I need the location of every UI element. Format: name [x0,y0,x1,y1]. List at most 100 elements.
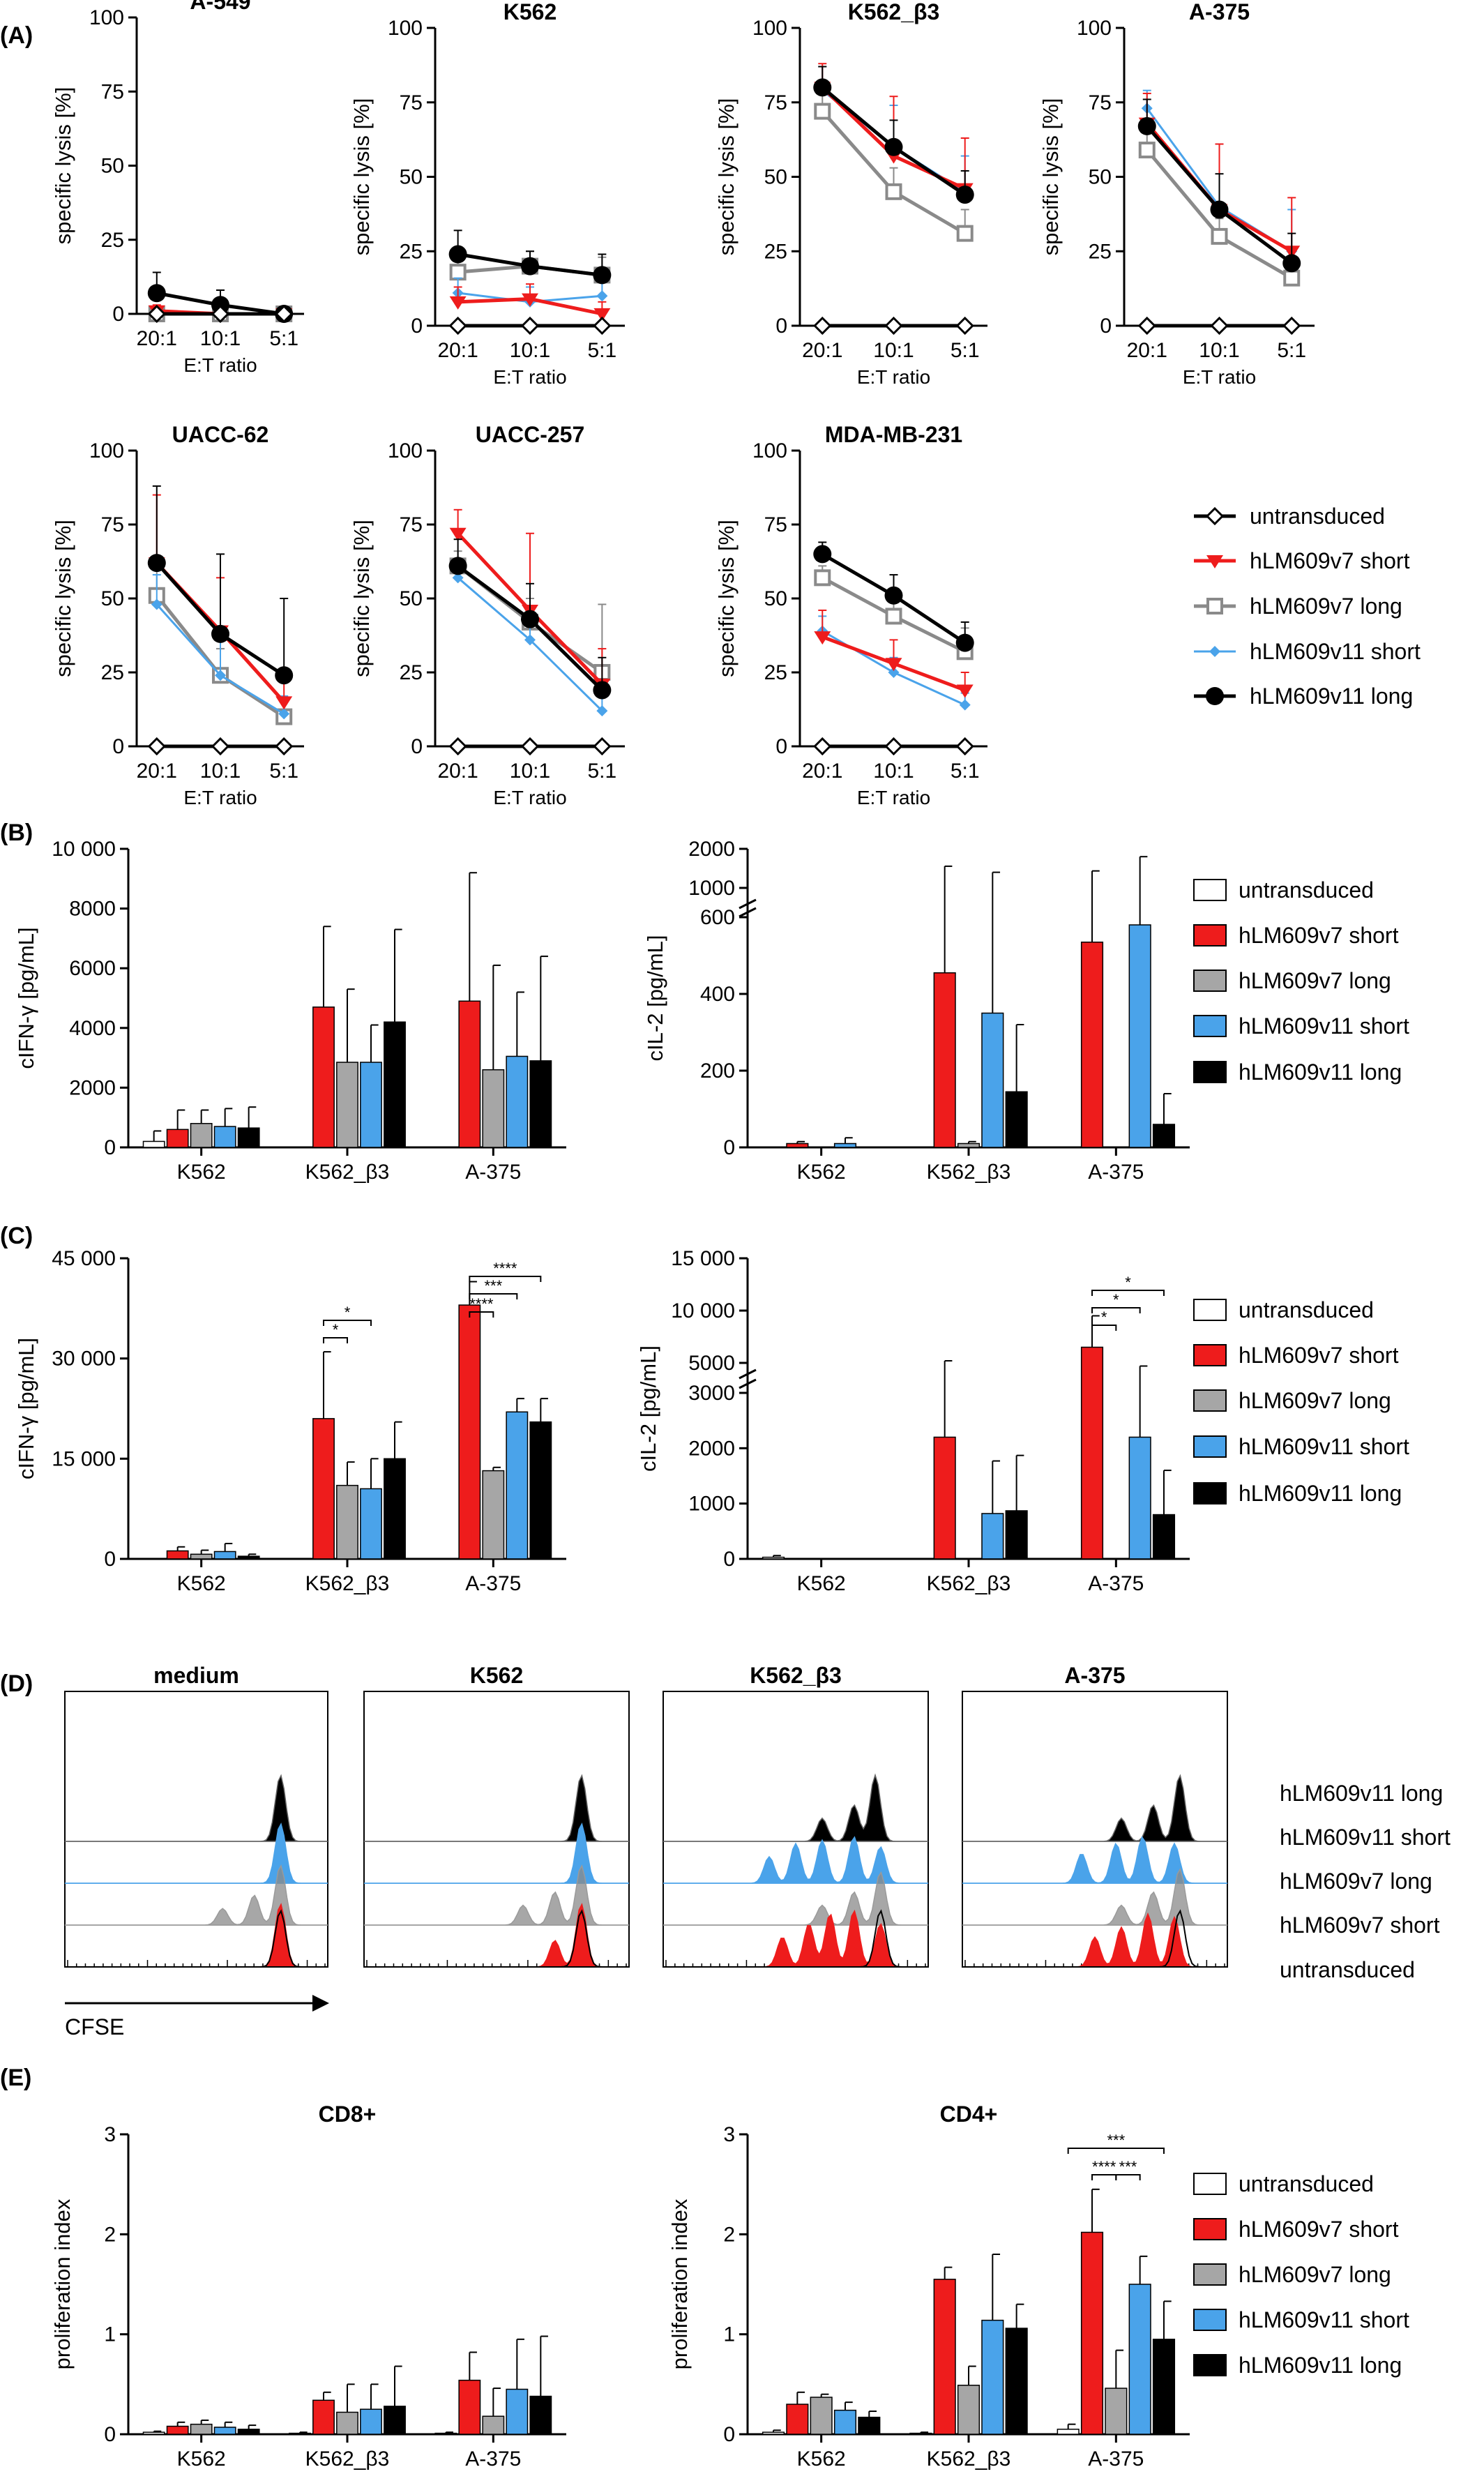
data-point [884,737,903,756]
x-axis-label: E:T ratio [493,366,566,388]
lysis-chart-4: 0 25 50 75 100 20:1 10:1 5:1 E:T ratio specific l… [1038,0,1315,388]
series-hLM609v11-long [813,66,974,204]
y-axis-label: specific lysis [%] [51,87,75,245]
series-hLM609v11-long [147,485,294,685]
bar [529,2395,552,2435]
cfse-row-label: untransduced [1280,1957,1415,1982]
legend-swatch [1193,2173,1227,2195]
series-hLM609v7-short [814,609,974,698]
lysis-chart-3: 0 25 50 75 100 20:1 10:1 5:1 E:T ratio specific l… [714,0,987,388]
bar [213,2427,236,2435]
x-tick-label: 10:1 [1199,339,1239,362]
series-untransduced [448,737,612,756]
y-tick-label: 75 [1089,91,1112,114]
data-point [885,183,902,200]
y-axis-label: specific lysis [%] [349,98,374,256]
legend-label: hLM609v11 long [1239,1059,1402,1085]
legend-swatch [1193,1389,1227,1412]
axis-break [739,1378,757,1389]
data-point [520,316,540,335]
data-point [596,290,608,302]
bar [482,1069,505,1148]
data-point [1210,200,1229,219]
bar [529,1421,552,1560]
x-tick-label: K562 [177,2447,226,2471]
legend-label: hLM609v11 long [1250,684,1413,709]
bar [529,1060,552,1148]
histogram-title: K562_β3 [750,1663,842,1688]
x-tick-label: K562_β3 [305,1572,390,1595]
y-tick-label: 6000 [69,957,116,980]
data-point [147,554,166,573]
series-hLM609v11-long [448,229,612,285]
bar [858,1558,881,1560]
y-tick-label: 1000 [688,1493,735,1516]
legend-bar-C: untransduced hLM609v7 short hLM609v7 long h… [1193,1297,1409,1506]
bar [482,2415,505,2435]
y-tick-label: 75 [764,513,787,536]
bar [237,1555,260,1560]
bar [336,1484,358,1560]
bar [981,2319,1004,2435]
y-tick-label: 75 [101,513,124,536]
bar [1057,2429,1080,2435]
significance-label: * [1101,1308,1107,1326]
bar [1057,1147,1080,1149]
bar [858,2416,881,2435]
bar-chart-9: 0 200 400 600 1000 2000 cIL-2 [pg/mL] K562 K562_… [643,838,1190,1184]
bar [786,2404,809,2435]
bar [762,1556,785,1560]
data-point [211,304,230,324]
legend-label: untransduced [1239,1297,1374,1322]
y-tick-label: 100 [89,6,124,29]
bar [762,2431,785,2435]
bar [312,1418,335,1560]
y-tick-label: 0 [723,1548,735,1571]
x-axis-label: E:T ratio [183,354,257,376]
y-tick-label: 400 [700,983,735,1006]
significance-label: * [1113,1291,1119,1308]
legend-swatch [1193,970,1227,992]
y-tick-label: 50 [764,166,787,189]
x-tick-label: A-375 [465,2447,521,2471]
y-tick-label: 600 [700,906,735,929]
y-tick-label: 0 [112,735,124,758]
bar [858,1147,881,1149]
data-point [449,527,467,541]
legend-label: hLM609v11 short [1239,1013,1409,1039]
series-untransduced [813,737,974,756]
legend-marker [1206,555,1223,568]
significance-label: * [344,1304,351,1321]
bar [289,1147,311,1149]
legend-swatch [1193,1482,1227,1504]
y-tick-label: 0 [411,735,423,758]
data-point [884,586,903,605]
legend-swatch [1193,2218,1227,2240]
bar [957,1558,980,1560]
bar [142,1140,165,1148]
x-tick-label: 20:1 [1127,339,1167,362]
chart-title: A-375 [1189,0,1250,24]
data-point [813,316,832,335]
legend-label: untransduced [1239,877,1374,903]
data-point [211,737,230,756]
bar [336,1062,358,1148]
y-tick-label: 0 [104,1548,116,1571]
series-untransduced [448,316,612,335]
panel-label-D: (D) [0,1670,33,1697]
legend-label: hLM609v7 short [1239,923,1399,948]
data-point [449,264,467,281]
y-tick-label: 50 [101,587,124,610]
bar [434,1558,457,1560]
histogram-hLM609v7-long [962,1867,1227,1926]
x-tick-label: 5:1 [951,760,980,783]
significance-bracket [1067,2148,1165,2154]
data-point [956,225,974,242]
histogram-title: K562 [470,1663,524,1688]
legend-label: hLM609v7 long [1250,594,1402,619]
data-point [215,670,226,681]
significance-label: * [1125,1274,1131,1291]
chart-title: CD8+ [319,2102,377,2127]
x-tick-label: K562_β3 [305,2447,390,2471]
legend-marker [1206,598,1223,614]
